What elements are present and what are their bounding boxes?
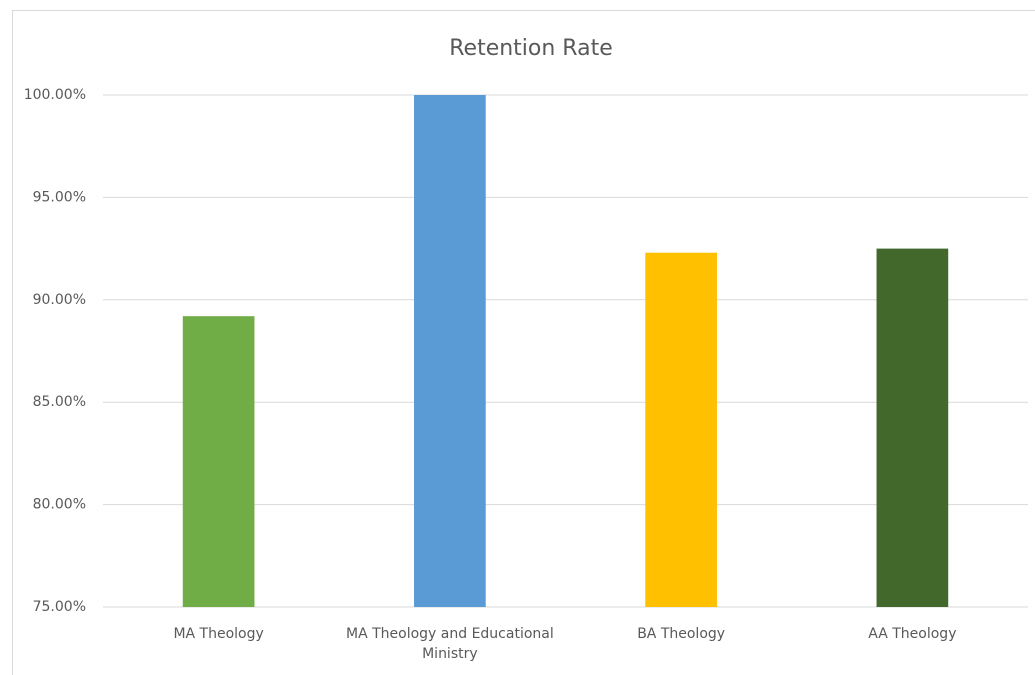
x-tick-label: BA Theology [637,626,726,642]
bar [182,316,255,607]
x-tick-label: MA Theology and Educational Ministry [346,626,554,662]
y-tick-label: 80.00% [33,497,86,513]
y-tick-label: 85.00% [33,394,86,410]
chart-title: Retention Rate [449,36,613,61]
y-tick-label: 100.00% [24,87,86,103]
bar [645,252,717,608]
y-tick-label: 90.00% [33,292,86,308]
x-tick-label: MA Theology [173,626,264,642]
bar [414,95,486,607]
y-tick-label: 95.00% [33,189,86,205]
x-tick-label: AA Theology [868,626,957,642]
y-tick-label: 75.00% [33,599,86,615]
bar [876,248,949,607]
